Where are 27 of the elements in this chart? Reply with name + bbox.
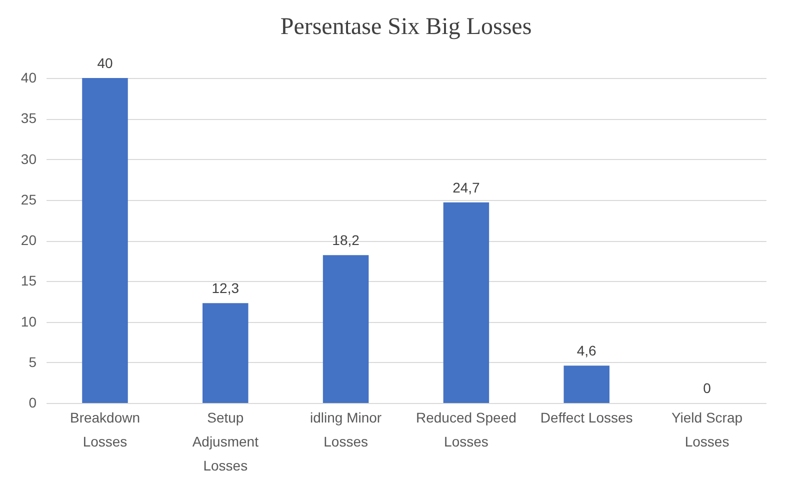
y-tick-label: 30: [20, 150, 37, 167]
x-tick-label: Setup Adjusment Losses: [192, 410, 259, 474]
data-label: 12,3: [212, 280, 240, 296]
bar: [322, 255, 369, 403]
x-tick-label: Breakdown Losses: [70, 410, 140, 450]
y-tick-label: 40: [20, 70, 37, 86]
y-tick-label: 0: [28, 394, 37, 410]
x-tick-label: Yield Scrap Losses: [671, 410, 743, 450]
x-tick-label: idling Minor Losses: [310, 410, 382, 450]
y-tick-label: 20: [20, 232, 37, 248]
bar: [82, 78, 128, 403]
bar: [202, 303, 248, 403]
data-label: 18,2: [332, 232, 360, 248]
bar: [564, 366, 610, 403]
x-tick-label: Deffect Losses: [540, 410, 633, 426]
chart-title: Persentase Six Big Losses: [280, 14, 532, 40]
y-tick-label: 5: [28, 354, 37, 370]
data-label: 0: [703, 380, 712, 396]
y-tick-label: 35: [20, 110, 37, 126]
x-tick-label: Reduced Speed Losses: [416, 410, 516, 450]
data-label: 24,7: [452, 179, 480, 196]
bar: [443, 202, 490, 403]
y-tick-label: 25: [20, 191, 37, 208]
data-label: 40: [97, 55, 113, 71]
y-tick-label: 10: [20, 313, 37, 330]
data-label: 4,6: [576, 342, 597, 359]
y-tick-label: 15: [20, 272, 37, 289]
